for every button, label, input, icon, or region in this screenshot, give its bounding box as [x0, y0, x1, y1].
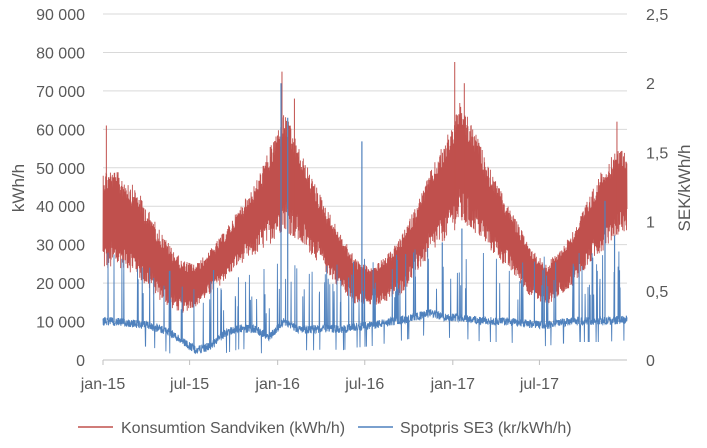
- y-left-tick-label: 90 000: [36, 7, 85, 24]
- y-right-tick-label: 1,5: [646, 145, 668, 162]
- legend: Konsumtion Sandviken (kWh/h) Spotpris SE…: [78, 420, 572, 437]
- y-right-tick-label: 1: [646, 215, 655, 232]
- spot-price-line: [102, 248, 628, 355]
- x-tick-label: jul-16: [344, 376, 384, 393]
- legend-label-consumption: Konsumtion Sandviken (kWh/h): [121, 420, 345, 437]
- y-right-tick-label: 2: [646, 76, 655, 93]
- y-left-tick-label: 60 000: [36, 122, 85, 139]
- y-right-tick-label: 0,5: [646, 284, 668, 301]
- y-left-tick-label: 30 000: [36, 238, 85, 255]
- x-tick-label: jan-15: [80, 376, 126, 393]
- y-left-tick-label: 70 000: [36, 84, 85, 101]
- x-tick-label: jan-16: [254, 376, 300, 393]
- legend-label-spot-price: Spotpris SE3 (kr/kWh/h): [400, 420, 572, 437]
- y-left-tick-label: 50 000: [36, 161, 85, 178]
- y-right-axis-label: SEK/kWh/h: [675, 145, 694, 232]
- y-left-tick-label: 80 000: [36, 45, 85, 62]
- y-left-tick-label: 40 000: [36, 199, 85, 216]
- y-left-axis-label: kWh/h: [9, 164, 28, 212]
- y-right-tick-label: 2,5: [646, 7, 668, 24]
- x-tick-label: jul-17: [519, 376, 559, 393]
- consumption-line: [102, 102, 628, 313]
- x-tick-label: jul-15: [169, 376, 209, 393]
- series-consumption: [102, 62, 628, 313]
- axes: 0 10 000 20 000 30 000 40 000 50 000 60 000 70 …: [36, 7, 668, 393]
- y-left-tick-label: 0: [76, 353, 85, 370]
- series-spot-price: [102, 83, 628, 355]
- y-right-tick-label: 0: [646, 353, 655, 370]
- y-left-tick-label: 20 000: [36, 276, 85, 293]
- x-tick-label: jan-17: [430, 376, 476, 393]
- y-left-tick-label: 10 000: [36, 315, 85, 332]
